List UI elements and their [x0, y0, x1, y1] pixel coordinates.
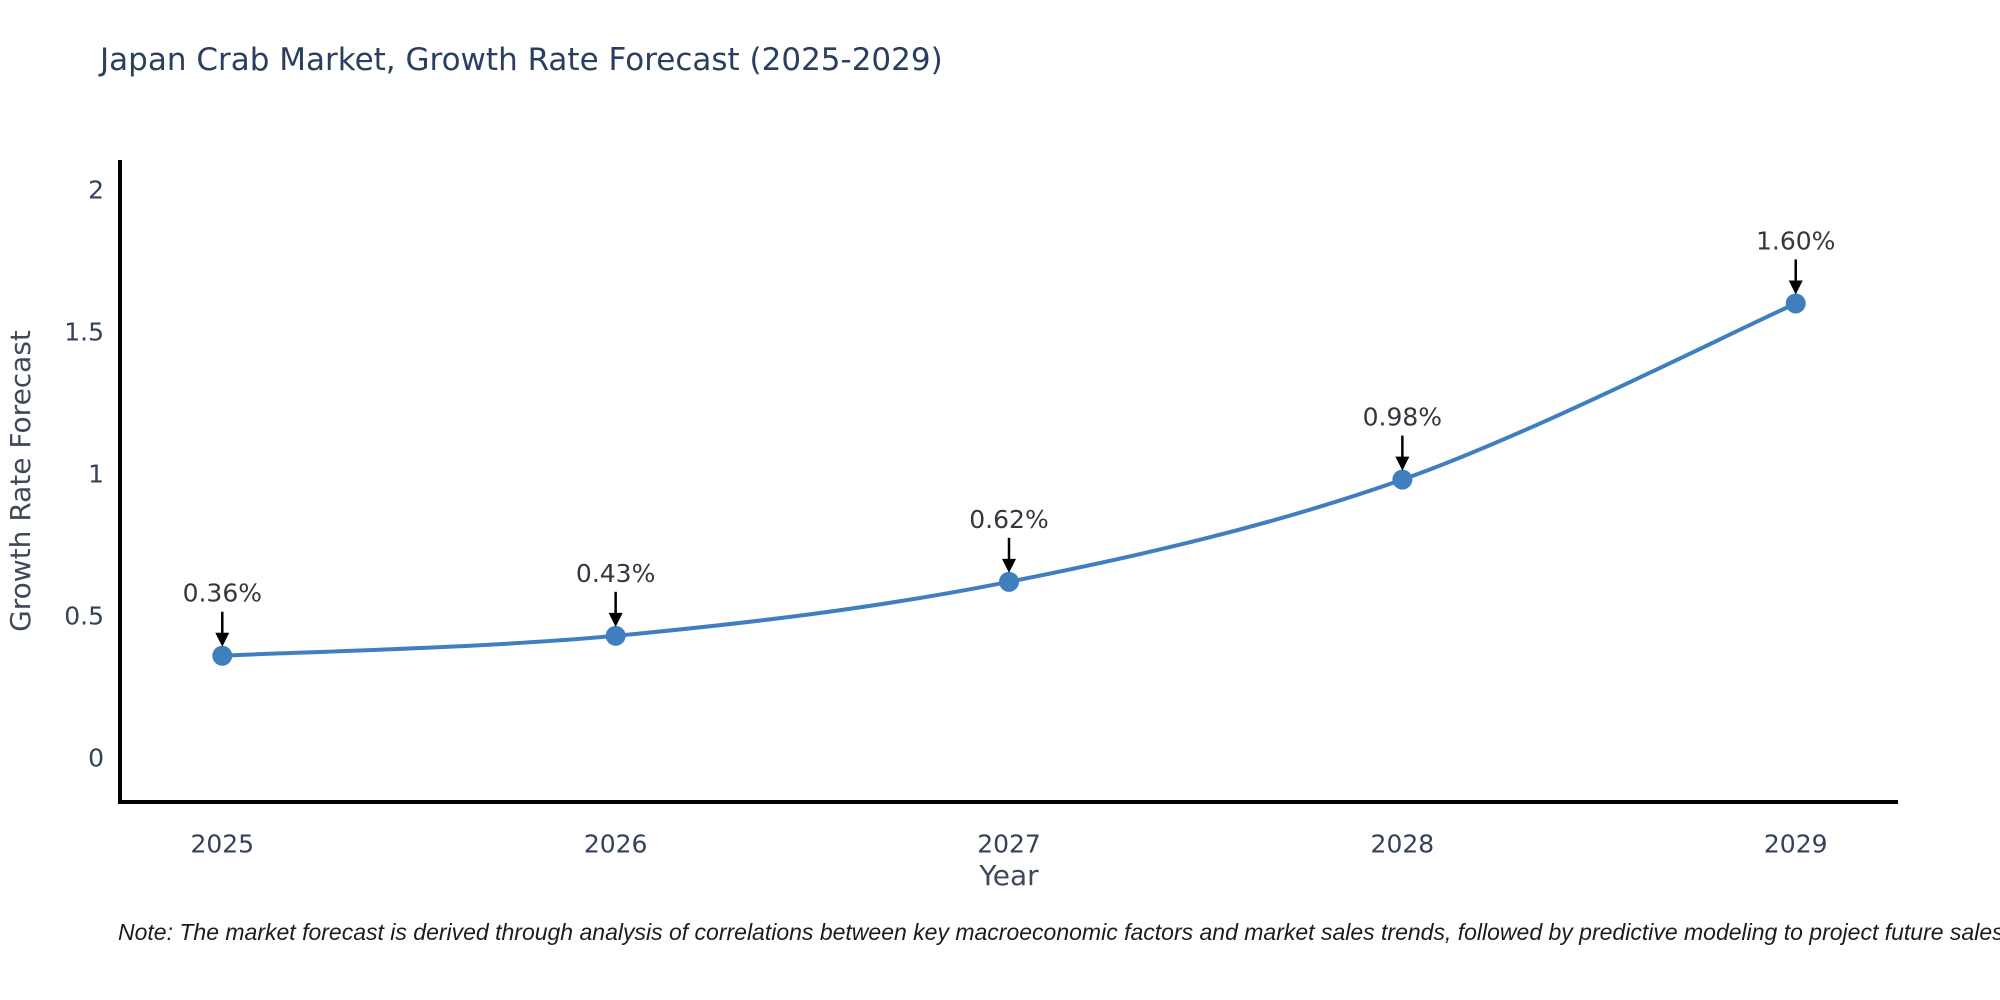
forecast-line — [220, 301, 1798, 658]
chart-title: Japan Crab Market, Growth Rate Forecast … — [100, 42, 943, 78]
annotation-label: 0.43% — [576, 559, 655, 588]
data-point-marker — [1785, 293, 1806, 314]
x-tick-label: 2025 — [190, 829, 254, 858]
x-tick-label: 2028 — [1371, 829, 1435, 858]
annotation-arrowhead — [215, 632, 230, 647]
annotation-arrowhead — [1002, 558, 1016, 573]
y-tick-label: 0 — [88, 743, 104, 772]
annotation-label: 0.62% — [969, 505, 1048, 534]
annotation-label: 0.36% — [183, 579, 262, 608]
footnote-text: Note: The market forecast is derived thr… — [118, 919, 2000, 945]
y-tick-label: 2 — [88, 175, 104, 204]
y-axis-title: Growth Rate Forecast — [4, 330, 37, 632]
x-tick-label: 2029 — [1764, 829, 1828, 858]
y-tick-label: 1 — [88, 459, 104, 488]
y-tick-label: 1.5 — [64, 317, 104, 346]
annotation-arrowhead — [608, 612, 623, 627]
annotation-arrowhead — [1395, 456, 1410, 471]
annotation-label: 0.98% — [1363, 403, 1442, 432]
annotation-arrowhead — [1788, 280, 1803, 295]
annotation-label: 1.60% — [1756, 226, 1835, 255]
data-point-marker — [1392, 469, 1413, 490]
data-point-marker — [999, 571, 1019, 592]
y-tick-label: 0.5 — [64, 601, 104, 630]
data-point-marker — [212, 645, 233, 666]
data-point-marker — [605, 625, 626, 646]
x-axis-title: Year — [978, 859, 1039, 892]
x-tick-label: 2026 — [584, 829, 648, 858]
x-tick-label: 2027 — [977, 829, 1041, 858]
